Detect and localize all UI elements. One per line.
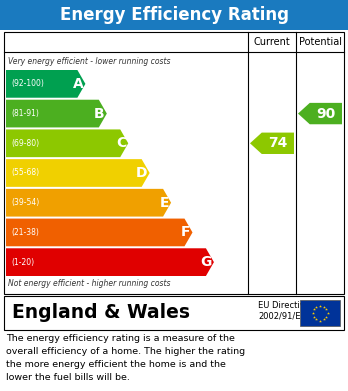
Text: (39-54): (39-54) [11,198,39,207]
Text: C: C [116,136,126,150]
Polygon shape [6,219,192,246]
Polygon shape [6,189,171,217]
Text: D: D [136,166,148,180]
Text: Current: Current [254,37,290,47]
Bar [300,300,340,326]
Polygon shape [6,70,85,98]
Text: The energy efficiency rating is a measure of the
overall efficiency of a home. T: The energy efficiency rating is a measur… [6,334,245,382]
Polygon shape [6,100,107,127]
Polygon shape [6,129,128,157]
Text: (21-38): (21-38) [11,228,39,237]
Text: 74: 74 [268,136,287,150]
Text: (69-80): (69-80) [11,139,39,148]
Polygon shape [6,248,214,276]
Text: Potential: Potential [299,37,341,47]
Text: F: F [181,226,190,239]
Text: (1-20): (1-20) [11,258,34,267]
Text: B: B [94,107,105,120]
Text: (81-91): (81-91) [11,109,39,118]
Text: (92-100): (92-100) [11,79,44,88]
Text: Very energy efficient - lower running costs: Very energy efficient - lower running co… [8,57,171,66]
Bar [0,0,348,30]
Text: England & Wales: England & Wales [12,303,190,323]
Bar [4,296,344,330]
Polygon shape [250,133,294,154]
Text: 90: 90 [316,107,335,120]
Text: A: A [73,77,84,91]
Text: (55-68): (55-68) [11,169,39,178]
Text: Energy Efficiency Rating: Energy Efficiency Rating [60,6,288,24]
Bar [4,32,344,294]
Text: Not energy efficient - higher running costs: Not energy efficient - higher running co… [8,280,171,289]
Text: EU Directive
2002/91/EC: EU Directive 2002/91/EC [258,301,310,321]
Text: G: G [200,255,212,269]
Text: E: E [160,196,169,210]
Polygon shape [298,103,342,124]
Polygon shape [6,159,150,187]
